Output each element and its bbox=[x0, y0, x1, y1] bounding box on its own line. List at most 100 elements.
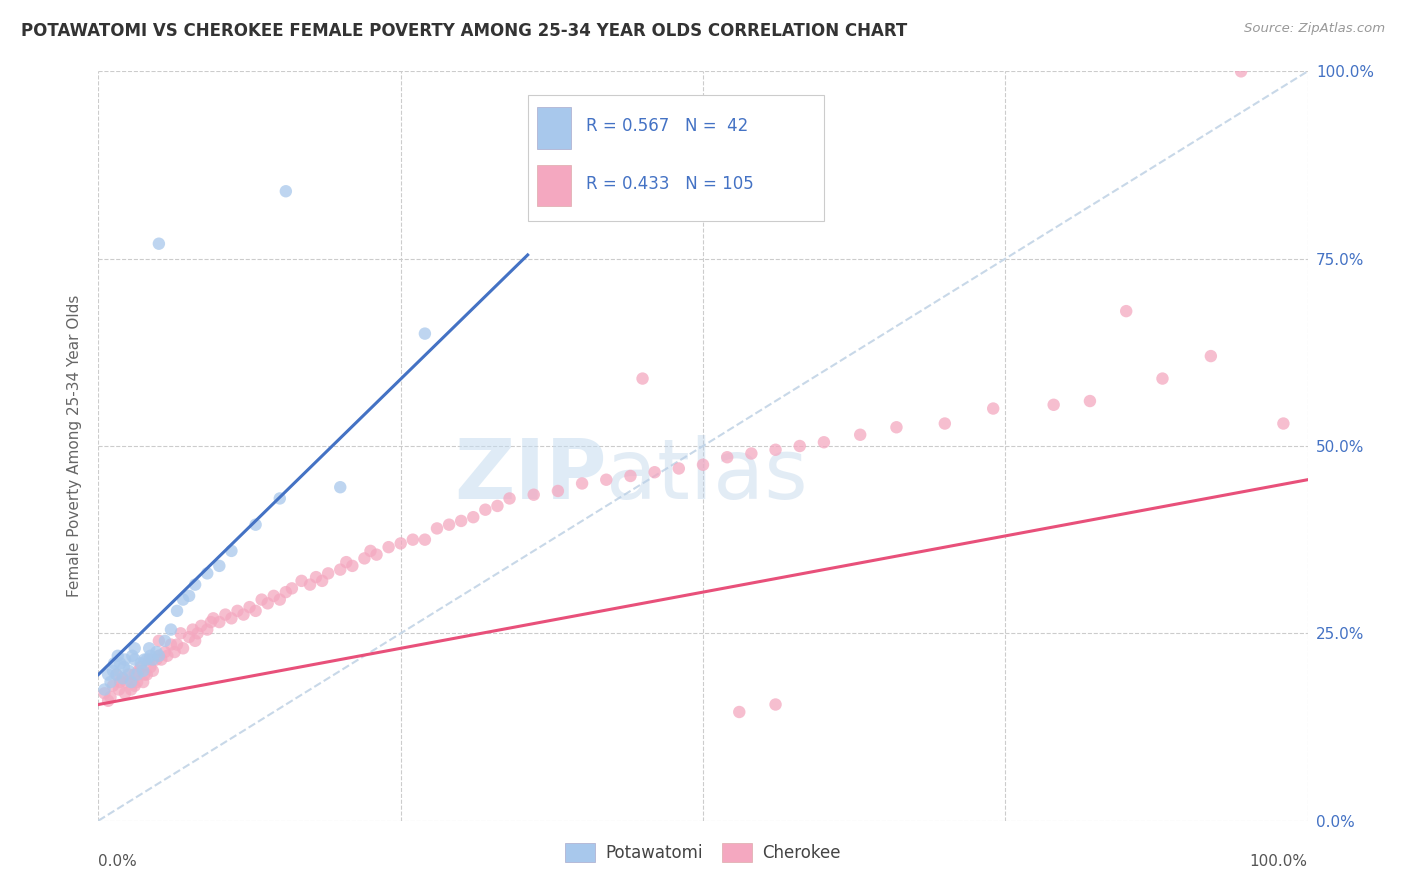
Point bbox=[245, 604, 267, 618]
Point bbox=[214, 607, 236, 622]
Point bbox=[156, 648, 179, 663]
Point bbox=[486, 499, 509, 513]
Point bbox=[311, 574, 333, 588]
Point bbox=[153, 645, 176, 659]
Point bbox=[121, 675, 143, 690]
Point bbox=[120, 675, 142, 690]
Point bbox=[150, 652, 173, 666]
Point bbox=[108, 675, 131, 690]
Point bbox=[160, 623, 183, 637]
Point bbox=[655, 124, 678, 138]
Bar bbox=[537, 165, 571, 206]
Point bbox=[93, 682, 115, 697]
Point bbox=[112, 660, 135, 674]
Point bbox=[299, 577, 322, 591]
Point bbox=[166, 638, 188, 652]
Point bbox=[765, 698, 787, 712]
Point bbox=[97, 667, 120, 681]
Point bbox=[127, 667, 149, 681]
Text: ZIP: ZIP bbox=[454, 435, 606, 516]
Point bbox=[169, 626, 191, 640]
Point bbox=[360, 544, 382, 558]
Point bbox=[135, 667, 157, 681]
Text: POTAWATOMI VS CHEROKEE FEMALE POVERTY AMONG 25-34 YEAR OLDS CORRELATION CHART: POTAWATOMI VS CHEROKEE FEMALE POVERTY AM… bbox=[21, 22, 907, 40]
Point bbox=[256, 596, 278, 610]
Point bbox=[153, 633, 176, 648]
Point bbox=[1042, 398, 1064, 412]
Y-axis label: Female Poverty Among 25-34 Year Olds: Female Poverty Among 25-34 Year Olds bbox=[67, 295, 83, 597]
Point bbox=[107, 648, 129, 663]
Point bbox=[437, 517, 460, 532]
Point bbox=[789, 439, 811, 453]
Point bbox=[595, 473, 617, 487]
Point bbox=[148, 648, 170, 663]
Point bbox=[547, 483, 569, 498]
Point bbox=[118, 664, 141, 678]
Point bbox=[135, 652, 157, 666]
Point bbox=[413, 533, 436, 547]
Point bbox=[644, 465, 666, 479]
Point bbox=[129, 660, 152, 674]
Point bbox=[124, 641, 146, 656]
Point bbox=[101, 679, 124, 693]
Point bbox=[668, 461, 690, 475]
Point bbox=[148, 648, 170, 663]
Point bbox=[187, 626, 209, 640]
Text: 100.0%: 100.0% bbox=[1250, 855, 1308, 870]
Point bbox=[108, 682, 131, 697]
Point bbox=[221, 611, 243, 625]
Point bbox=[121, 648, 143, 663]
Point bbox=[316, 566, 339, 581]
Point bbox=[118, 667, 141, 681]
Point bbox=[160, 638, 183, 652]
Point bbox=[765, 442, 787, 457]
Point bbox=[100, 675, 122, 690]
Point bbox=[202, 611, 225, 625]
Point bbox=[138, 652, 160, 666]
Point bbox=[353, 551, 375, 566]
Point bbox=[138, 641, 160, 656]
Point bbox=[1199, 349, 1222, 363]
Point bbox=[402, 533, 425, 547]
Point bbox=[100, 690, 122, 704]
Point bbox=[571, 476, 593, 491]
Point bbox=[134, 652, 156, 666]
Text: R = 0.567   N =  42: R = 0.567 N = 42 bbox=[586, 117, 748, 135]
Point bbox=[163, 645, 186, 659]
Point bbox=[200, 615, 222, 629]
Point bbox=[184, 633, 207, 648]
Point bbox=[179, 589, 201, 603]
Point bbox=[108, 657, 131, 671]
Point bbox=[184, 577, 207, 591]
Point bbox=[619, 469, 641, 483]
Point bbox=[134, 667, 156, 681]
Point bbox=[124, 679, 146, 693]
Point bbox=[120, 682, 142, 697]
Point bbox=[281, 582, 304, 596]
Point bbox=[269, 491, 291, 506]
Point bbox=[139, 660, 162, 674]
Text: atlas: atlas bbox=[606, 435, 808, 516]
Point bbox=[226, 604, 249, 618]
Point bbox=[981, 401, 1004, 416]
Legend: Potawatomi, Cherokee: Potawatomi, Cherokee bbox=[558, 836, 848, 869]
Point bbox=[111, 671, 134, 685]
Point bbox=[523, 488, 546, 502]
Point bbox=[101, 664, 124, 678]
Point bbox=[208, 615, 231, 629]
Point bbox=[105, 667, 128, 681]
Point bbox=[208, 558, 231, 573]
Point bbox=[1115, 304, 1137, 318]
Point bbox=[181, 623, 204, 637]
Point bbox=[250, 592, 273, 607]
Point bbox=[179, 630, 201, 644]
Point bbox=[290, 574, 312, 588]
Point bbox=[716, 450, 738, 465]
Point bbox=[145, 652, 167, 666]
FancyBboxPatch shape bbox=[527, 95, 824, 221]
Point bbox=[463, 510, 485, 524]
Point bbox=[145, 645, 167, 659]
Point bbox=[631, 371, 654, 385]
Point bbox=[166, 604, 188, 618]
Point bbox=[274, 585, 297, 599]
